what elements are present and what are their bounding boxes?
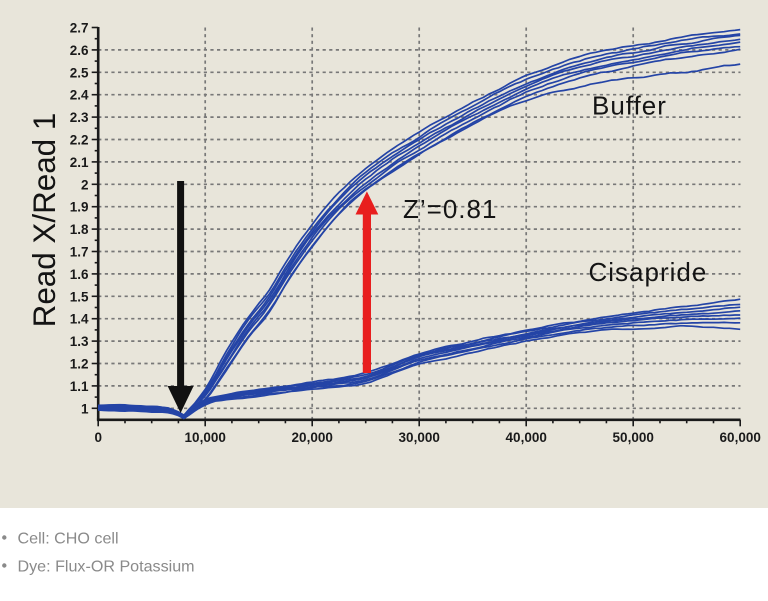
svg-text:Dye: Flux-OR Potassium: Dye: Flux-OR Potassium (18, 558, 195, 576)
svg-text:2.6: 2.6 (70, 43, 89, 58)
svg-text:20,000: 20,000 (292, 430, 333, 445)
svg-text:2.4: 2.4 (70, 88, 89, 103)
svg-text:1.6: 1.6 (70, 267, 89, 282)
svg-text:1.3: 1.3 (70, 334, 89, 349)
svg-text:2.7: 2.7 (70, 21, 89, 36)
svg-text:2: 2 (81, 177, 89, 192)
svg-text:2.5: 2.5 (70, 65, 89, 80)
svg-text:2.2: 2.2 (70, 133, 89, 148)
svg-text:Cell: CHO cell: Cell: CHO cell (18, 530, 119, 548)
svg-text:1.2: 1.2 (70, 357, 89, 372)
svg-text:1.1: 1.1 (70, 379, 89, 394)
svg-text:1.4: 1.4 (70, 312, 89, 327)
svg-text:1.7: 1.7 (70, 245, 89, 260)
svg-text:1: 1 (81, 401, 89, 416)
svg-text:50,000: 50,000 (613, 430, 654, 445)
svg-text:Read X/Read 1: Read X/Read 1 (27, 113, 62, 328)
svg-text:40,000: 40,000 (506, 430, 547, 445)
svg-text:2.3: 2.3 (70, 110, 89, 125)
svg-text:Cisapride: Cisapride (589, 257, 708, 287)
svg-text:10,000: 10,000 (185, 430, 226, 445)
svg-text:30,000: 30,000 (399, 430, 440, 445)
svg-text:60,000: 60,000 (720, 430, 761, 445)
svg-text:1.9: 1.9 (70, 200, 89, 215)
svg-text:1.8: 1.8 (70, 222, 89, 237)
svg-text:2.1: 2.1 (70, 155, 89, 170)
svg-text:1.5: 1.5 (70, 289, 89, 304)
svg-text:0: 0 (94, 430, 102, 445)
svg-text:Z’=0.81: Z’=0.81 (403, 194, 497, 224)
svg-text:Buffer: Buffer (592, 91, 667, 121)
